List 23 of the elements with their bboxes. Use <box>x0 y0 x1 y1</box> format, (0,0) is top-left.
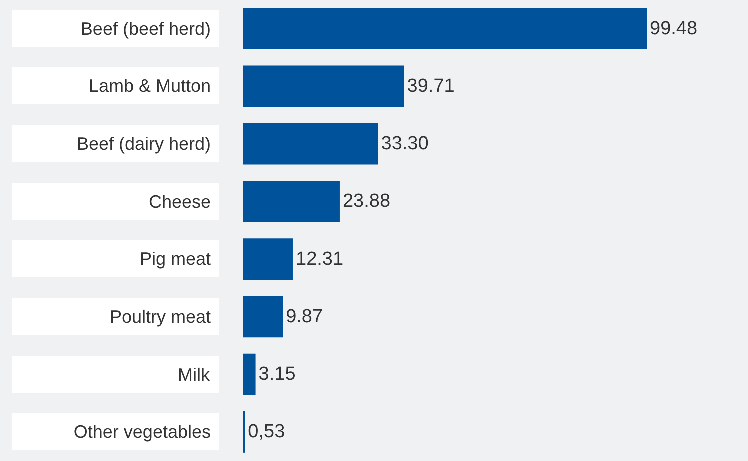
data-label: 3.15 <box>258 364 296 386</box>
bar <box>243 66 404 108</box>
y-tick-label: Pig meat <box>140 249 211 269</box>
y-tick-label: Poultry meat <box>110 307 211 327</box>
data-label: 99.48 <box>650 18 698 40</box>
bar <box>243 354 256 396</box>
y-tick-label: Cheese <box>148 192 211 212</box>
bar <box>243 296 284 338</box>
data-label: 23.88 <box>342 191 391 212</box>
y-tick-label: Other vegetables <box>74 422 211 442</box>
bar <box>243 123 378 165</box>
y-tick-label: Milk <box>178 365 211 385</box>
data-label: 12.31 <box>296 248 344 270</box>
data-label: 9.87 <box>286 306 324 328</box>
y-tick-label: Beef (beef herd) <box>80 19 211 39</box>
bar <box>243 180 340 222</box>
data-label: 33.30 <box>381 134 429 155</box>
y-tick-label: Lamb & Mutton <box>88 76 211 96</box>
data-label: 0,53 <box>248 422 286 443</box>
bar <box>243 238 293 280</box>
data-label: 39.71 <box>407 76 455 97</box>
bar <box>243 8 647 50</box>
y-tick-label: Beef (dairy herd) <box>76 134 211 154</box>
